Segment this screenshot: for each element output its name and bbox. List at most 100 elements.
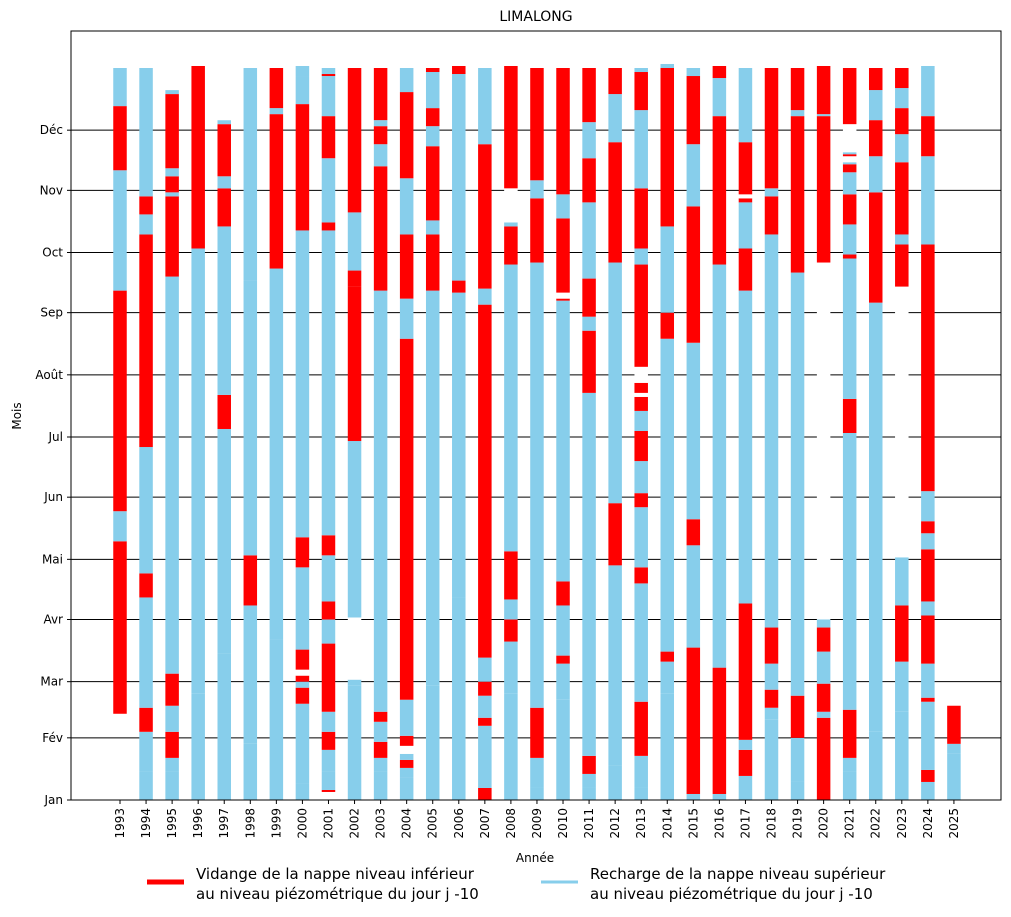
bar-1993 [113,68,127,714]
recharge-segment-1997 [217,653,231,800]
vidange-segment-2007 [478,717,492,726]
recharge-segment-2015 [686,144,701,207]
recharge-segment-2012 [608,765,622,800]
vidange-segment-2002 [347,270,362,287]
recharge-segment-2006 [452,74,466,281]
vidange-segment-2011 [582,330,596,393]
vidange-segment-2011 [582,278,596,317]
recharge-segment-2008 [504,641,518,694]
vidange-segment-2013 [634,72,648,111]
recharge-segment-2020 [816,619,831,628]
recharge-segment-2013 [634,583,648,702]
vidange-segment-2005 [425,146,440,221]
bar-2003 [373,68,388,800]
vidange-segment-2005 [425,108,440,127]
recharge-segment-1995 [165,705,179,732]
vidange-segment-2004 [399,735,414,746]
recharge-segment-2011 [582,773,596,788]
bar-2019 [790,68,805,800]
vidange-segment-2023 [895,244,909,287]
x-tick-label: 1993 [113,808,127,839]
recharge-segment-2023 [895,557,909,606]
recharge-segment-2024 [921,491,935,522]
recharge-segment-1995 [165,757,179,772]
recharge-segment-2005 [425,72,440,109]
vidange-segment-2018 [764,689,779,708]
recharge-segment-2014 [660,63,675,68]
recharge-segment-2010 [556,194,570,219]
vidange-segment-1994 [139,196,153,215]
vidange-segment-2010 [556,655,570,664]
vidange-segment-2024 [921,244,935,492]
recharge-segment-2020 [816,711,831,718]
recharge-segment-2009 [530,787,544,800]
recharge-segment-2005 [425,126,440,147]
vidange-segment-2011 [582,755,596,774]
bar-2006 [452,65,466,800]
vidange-segment-2021 [842,709,857,758]
vidange-segment-2000 [295,675,310,682]
vidange-segment-2022 [868,192,883,303]
vidange-segment-2010 [556,68,570,195]
x-tick-label: 2009 [530,808,544,839]
vidange-segment-2024 [921,116,935,157]
vidange-segment-2021 [842,164,857,173]
vidange-segment-2017 [738,248,753,291]
x-tick-label: 2004 [400,808,414,839]
bar-1996 [191,65,205,800]
vidange-segment-2018 [764,196,779,235]
vidange-segment-1997 [217,124,231,177]
recharge-segment-2008 [504,222,518,227]
vidange-segment-2008 [504,65,518,189]
recharge-segment-2024 [921,781,935,800]
x-tick-label: 2017 [738,808,752,839]
recharge-segment-2005 [425,220,440,235]
y-tick-label: Mai [42,552,63,566]
vidange-segment-1994 [139,707,153,732]
recharge-segment-2004 [399,767,414,778]
y-tick-label: Sep [40,306,63,320]
bar-2016 [712,65,727,800]
x-tick-label: 2002 [348,808,362,839]
recharge-segment-1999 [269,108,284,115]
vidange-segment-2011 [582,68,596,123]
recharge-segment-2021 [842,432,857,710]
vidange-segment-1993 [113,541,127,714]
recharge-segment-1998 [243,68,258,281]
recharge-segment-1995 [165,168,179,177]
vidange-segment-2021 [842,194,857,225]
recharge-segment-2002 [347,441,362,618]
bar-2022 [868,68,883,800]
recharge-segment-2020 [816,114,831,117]
recharge-segment-2022 [868,156,883,193]
vidange-segment-1994 [139,573,153,598]
recharge-segment-2013 [634,68,648,73]
vidange-segment-1993 [113,290,127,512]
vidange-segment-2019 [790,68,805,111]
vidange-segment-2020 [816,627,831,652]
vidange-segment-2024 [921,769,935,782]
recharge-segment-2022 [868,731,883,800]
vidange-segment-2016 [712,667,727,794]
y-tick-label: Déc [40,123,63,137]
recharge-segment-1995 [165,771,179,800]
recharge-segment-2003 [373,721,388,742]
x-tick-label: 2007 [478,808,492,839]
vidange-segment-2003 [373,68,388,121]
bar-1998 [243,68,258,800]
vidange-segment-2009 [530,198,544,263]
recharge-segment-2016 [712,793,727,800]
recharge-segment-1998 [243,280,258,556]
x-tick-label: 2013 [634,808,648,839]
recharge-segment-2017 [738,68,753,143]
vidange-segment-2013 [634,567,648,584]
recharge-segment-2013 [634,461,648,494]
recharge-segment-2001 [321,230,336,536]
recharge-segment-2018 [764,234,779,628]
recharge-segment-2011 [582,316,596,331]
plot-frame [70,30,1002,801]
vidange-segment-2008 [504,619,518,642]
recharge-segment-1996 [191,693,205,800]
vidange-segment-1999 [269,114,284,269]
recharge-segment-2021 [842,172,857,195]
